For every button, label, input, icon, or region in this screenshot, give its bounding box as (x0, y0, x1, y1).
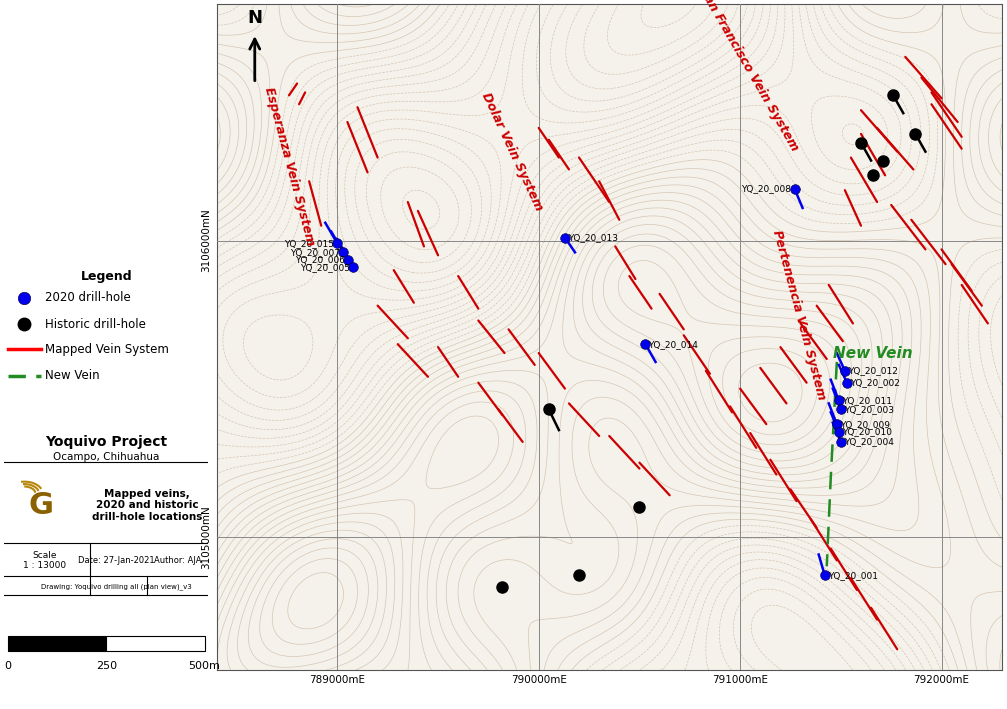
Text: YQ_20_011: YQ_20_011 (842, 396, 892, 405)
Text: Legend: Legend (81, 269, 132, 283)
Text: New Vein: New Vein (45, 369, 100, 382)
Text: YQ_20_008: YQ_20_008 (741, 184, 792, 193)
Text: YQ_20_003: YQ_20_003 (844, 405, 894, 414)
Text: YQ_20_015: YQ_20_015 (284, 239, 334, 248)
Text: Mapped Vein System: Mapped Vein System (45, 342, 169, 356)
Text: 2020 drill-hole: 2020 drill-hole (45, 291, 131, 304)
Text: YQ_20_012: YQ_20_012 (848, 367, 898, 375)
Text: 0: 0 (4, 661, 11, 671)
Text: Ocampo, Chihuahua: Ocampo, Chihuahua (53, 452, 159, 462)
Text: YQ_20_014: YQ_20_014 (649, 340, 699, 349)
Text: Pertenencia Vein System: Pertenencia Vein System (769, 228, 828, 401)
Text: YQ_20_005: YQ_20_005 (300, 262, 350, 272)
Text: YQ_20_001: YQ_20_001 (828, 571, 878, 580)
Text: YQ_20_009: YQ_20_009 (840, 420, 890, 429)
Text: Yoquivo Project: Yoquivo Project (45, 435, 167, 449)
Text: YQ_20_002: YQ_20_002 (850, 378, 900, 387)
Text: YQ_20_004: YQ_20_004 (844, 437, 894, 447)
Text: YQ_20_006: YQ_20_006 (295, 255, 345, 264)
Text: Date: 27-Jan-2021: Date: 27-Jan-2021 (79, 556, 155, 565)
Text: YQ_20_013: YQ_20_013 (568, 233, 618, 242)
Text: 500m: 500m (188, 661, 221, 671)
Text: Historic drill-hole: Historic drill-hole (45, 318, 146, 331)
Bar (8, 637, 107, 651)
Text: Esperanza Vein System: Esperanza Vein System (262, 86, 316, 247)
Text: San Francisco Vein System: San Francisco Vein System (696, 0, 801, 153)
Text: G: G (28, 491, 53, 520)
Text: Scale
1 : 13000: Scale 1 : 13000 (23, 551, 66, 570)
Text: YQ_20_010: YQ_20_010 (842, 427, 892, 436)
Text: Mapped veins,
2020 and historic
drill-hole locations: Mapped veins, 2020 and historic drill-ho… (92, 489, 202, 522)
Text: 250: 250 (96, 661, 117, 671)
Bar (107, 637, 204, 651)
Text: YQ_20_007: YQ_20_007 (290, 248, 340, 257)
Text: New Vein: New Vein (833, 345, 913, 361)
Text: Dolar Vein System: Dolar Vein System (479, 91, 546, 213)
Text: Author: AJA: Author: AJA (154, 556, 201, 565)
Text: N: N (248, 9, 262, 27)
Text: Drawing: Yoquivo drilling all (plan view)_v3: Drawing: Yoquivo drilling all (plan view… (41, 584, 192, 591)
